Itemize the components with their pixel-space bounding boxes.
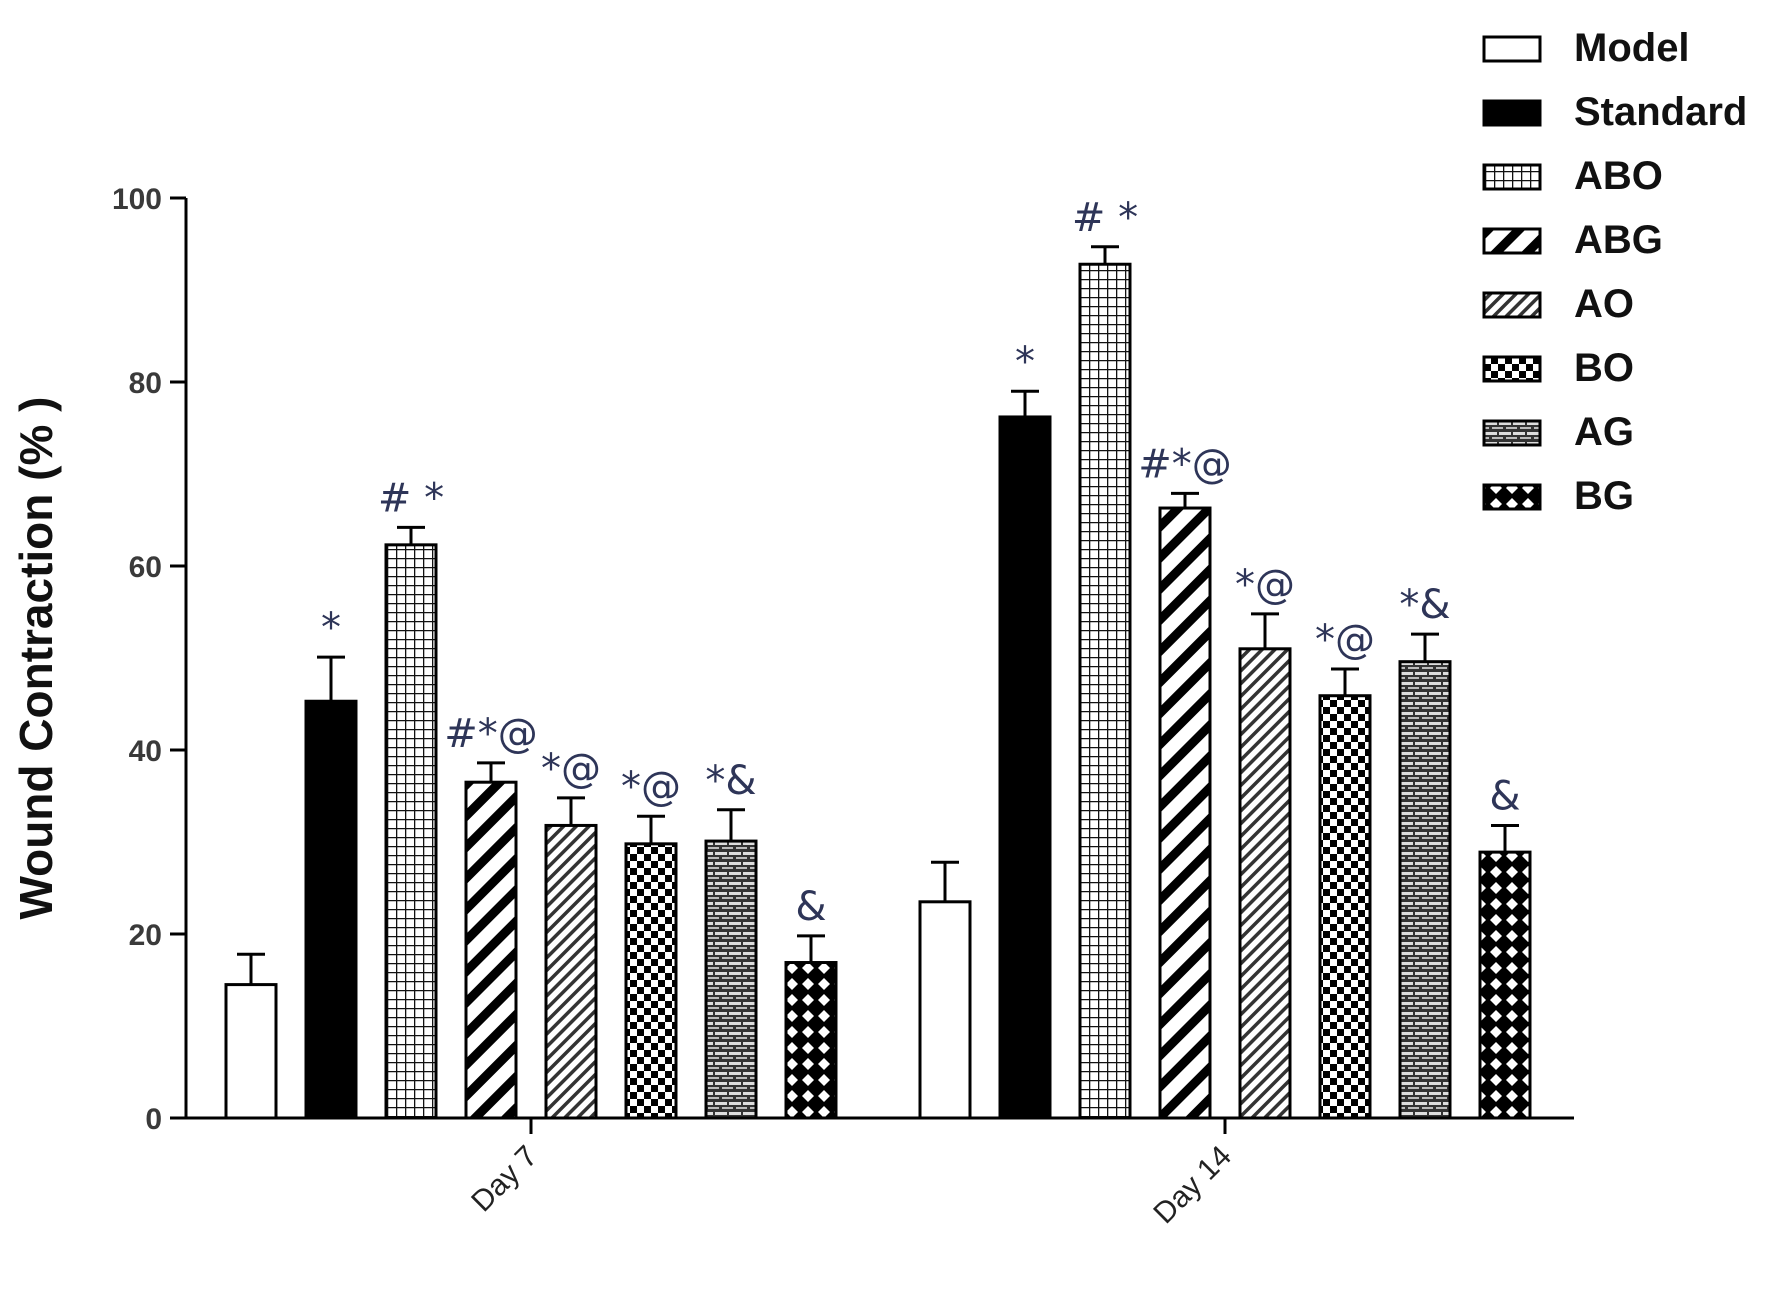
bar [918,900,972,1120]
legend-swatch [1482,35,1542,63]
legend-swatch [1482,291,1542,319]
legend-label: AG [1574,410,1634,454]
bar [998,415,1052,1120]
bar [464,780,518,1120]
bar [1158,506,1212,1120]
significance-annotation: *@ [1235,562,1295,608]
significance-annotation: *@ [541,746,601,792]
x-tick-label: Day 7 [465,1140,544,1219]
significance-annotation: & [1489,773,1520,819]
y-axis-label: Wound Contraction (% ) [10,397,62,920]
significance-annotation: *@ [621,764,681,810]
legend-swatch [1482,99,1542,127]
y-tick-label: 0 [145,1103,162,1136]
bar [1398,660,1452,1120]
x-tick-label: Day 14 [1147,1140,1238,1231]
bar [384,543,438,1120]
bar [784,961,838,1120]
y-tick-label: 60 [129,551,162,584]
significance-annotation: * [321,605,341,651]
legend-swatch [1482,355,1542,383]
bar [224,983,278,1120]
bar [1318,694,1372,1120]
legend-swatch [1482,163,1542,191]
significance-annotation: *@ [1315,617,1375,663]
bar [1238,647,1292,1120]
legend-label: AO [1574,282,1634,326]
legend-swatch [1482,483,1542,511]
legend-label: Standard [1574,90,1747,134]
legend-swatch [1482,227,1542,255]
legend-label: Model [1574,26,1690,70]
significance-annotation: # * [378,475,444,521]
legend-label: BO [1574,346,1634,390]
bar [304,699,358,1120]
legend-label: ABG [1574,218,1663,262]
y-tick-label: 20 [129,919,162,952]
legend-label: ABO [1574,154,1663,198]
significance-annotation: & [795,884,826,930]
bar [624,842,678,1120]
legend-label: BG [1574,474,1634,518]
significance-annotation: #*@ [444,711,538,757]
significance-annotation: *& [1399,582,1450,628]
legend-swatch [1482,419,1542,447]
significance-annotation: *& [705,758,756,804]
bar [544,823,598,1120]
y-tick-label: 80 [129,367,162,400]
bar [704,839,758,1120]
y-tick-label: 40 [129,735,162,768]
y-tick-label: 100 [112,183,162,216]
bar [1078,262,1132,1120]
bar [1478,850,1532,1120]
significance-annotation: * [1015,339,1035,385]
significance-annotation: #*@ [1138,441,1232,487]
significance-annotation: # * [1072,195,1138,241]
